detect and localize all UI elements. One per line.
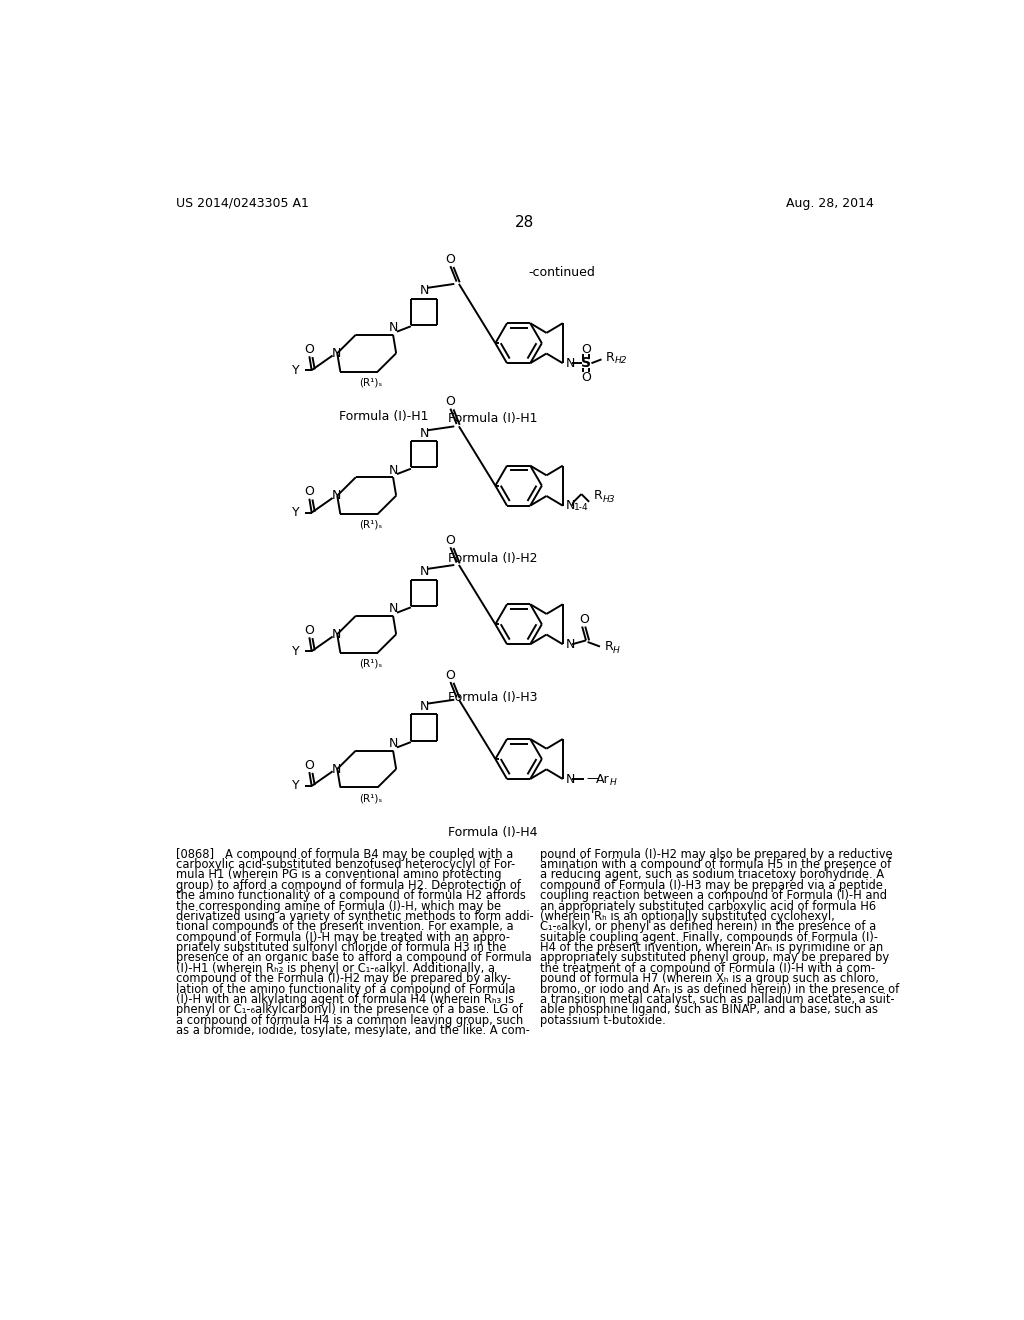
Text: [0868]   A compound of formula B4 may be coupled with a: [0868] A compound of formula B4 may be c… bbox=[176, 847, 513, 861]
Text: a reducing agent, such as sodium triacetoxy borohydride. A: a reducing agent, such as sodium triacet… bbox=[541, 869, 885, 882]
Text: as a bromide, iodide, tosylate, mesylate, and the like. A com-: as a bromide, iodide, tosylate, mesylate… bbox=[176, 1024, 530, 1038]
Text: Formula (I)-H4: Formula (I)-H4 bbox=[447, 825, 537, 838]
Text: O: O bbox=[581, 371, 591, 384]
Text: phenyl or C₁-₆alkylcarbonyl) in the presence of a base. LG of: phenyl or C₁-₆alkylcarbonyl) in the pres… bbox=[176, 1003, 523, 1016]
Text: O: O bbox=[445, 533, 456, 546]
Text: presence of an organic base to afford a compound of Formula: presence of an organic base to afford a … bbox=[176, 952, 531, 965]
Text: bromo, or iodo and Arₕ is as defined herein) in the presence of: bromo, or iodo and Arₕ is as defined her… bbox=[541, 982, 899, 995]
Text: 1-4: 1-4 bbox=[574, 503, 589, 512]
Text: —: — bbox=[587, 772, 599, 785]
Text: N: N bbox=[420, 565, 429, 578]
Text: an appropriately substituted carboxylic acid of formula H6: an appropriately substituted carboxylic … bbox=[541, 899, 877, 912]
Text: N: N bbox=[420, 426, 429, 440]
Text: Formula (I)-H1: Formula (I)-H1 bbox=[447, 412, 537, 425]
Text: N: N bbox=[566, 638, 575, 651]
Text: Formula (I)-H1: Formula (I)-H1 bbox=[339, 409, 428, 422]
Text: Formula (I)-H3: Formula (I)-H3 bbox=[447, 690, 537, 704]
Text: R: R bbox=[605, 351, 614, 363]
Text: amination with a compound of formula H5 in the presence of: amination with a compound of formula H5 … bbox=[541, 858, 892, 871]
Text: N: N bbox=[420, 700, 429, 713]
Text: Ar: Ar bbox=[596, 772, 609, 785]
Text: N: N bbox=[332, 347, 341, 360]
Text: -continued: -continued bbox=[528, 265, 595, 279]
Text: a transition metal catalyst, such as palladium acetate, a suit-: a transition metal catalyst, such as pal… bbox=[541, 993, 895, 1006]
Text: a compound of formula H4 is a common leaving group, such: a compound of formula H4 is a common lea… bbox=[176, 1014, 523, 1027]
Text: Aug. 28, 2014: Aug. 28, 2014 bbox=[785, 197, 873, 210]
Text: (I)-H1 (wherein Rₕ₂ is phenyl or C₁-₆alkyl. Additionally, a: (I)-H1 (wherein Rₕ₂ is phenyl or C₁-₆alk… bbox=[176, 962, 495, 975]
Text: O: O bbox=[445, 395, 456, 408]
Text: compound of Formula (I)-H3 may be prepared via a peptide: compound of Formula (I)-H3 may be prepar… bbox=[541, 879, 883, 892]
Text: Formula (I)-H2: Formula (I)-H2 bbox=[447, 552, 537, 565]
Text: R: R bbox=[594, 490, 602, 502]
Text: (R¹)ₛ: (R¹)ₛ bbox=[358, 659, 382, 668]
Text: Y: Y bbox=[293, 779, 300, 792]
Text: N: N bbox=[332, 490, 341, 502]
Text: the amino functionality of a compound of formula H2 affords: the amino functionality of a compound of… bbox=[176, 890, 526, 902]
Text: lation of the amino functionality of a compound of Formula: lation of the amino functionality of a c… bbox=[176, 982, 515, 995]
Text: Y: Y bbox=[293, 363, 300, 376]
Text: group) to afford a compound of formula H2. Deprotection of: group) to afford a compound of formula H… bbox=[176, 879, 521, 892]
Text: N: N bbox=[389, 602, 398, 615]
Text: tional compounds of the present invention. For example, a: tional compounds of the present inventio… bbox=[176, 920, 514, 933]
Text: compound of the Formula (I)-H2 may be prepared by alky-: compound of the Formula (I)-H2 may be pr… bbox=[176, 973, 511, 985]
Text: mula H1 (wherein PG is a conventional amino protecting: mula H1 (wherein PG is a conventional am… bbox=[176, 869, 502, 882]
Text: pound of formula H7 (wherein Xₕ is a group such as chloro,: pound of formula H7 (wherein Xₕ is a gro… bbox=[541, 973, 880, 985]
Text: N: N bbox=[566, 356, 575, 370]
Text: 28: 28 bbox=[515, 215, 535, 230]
Text: H2: H2 bbox=[614, 355, 627, 364]
Text: pound of Formula (I)-H2 may also be prepared by a reductive: pound of Formula (I)-H2 may also be prep… bbox=[541, 847, 893, 861]
Text: N: N bbox=[332, 763, 341, 776]
Text: N: N bbox=[389, 463, 398, 477]
Text: O: O bbox=[445, 668, 456, 681]
Text: N: N bbox=[332, 628, 341, 640]
Text: N: N bbox=[420, 284, 429, 297]
Text: compound of Formula (I)-H may be treated with an appro-: compound of Formula (I)-H may be treated… bbox=[176, 931, 510, 944]
Text: O: O bbox=[304, 624, 314, 638]
Text: potassium t-butoxide.: potassium t-butoxide. bbox=[541, 1014, 666, 1027]
Text: C₁-₆alkyl, or phenyl as defined herein) in the presence of a: C₁-₆alkyl, or phenyl as defined herein) … bbox=[541, 920, 877, 933]
Text: Y: Y bbox=[293, 506, 300, 519]
Text: able phosphine ligand, such as BINAP, and a base, such as: able phosphine ligand, such as BINAP, an… bbox=[541, 1003, 879, 1016]
Text: O: O bbox=[304, 759, 314, 772]
Text: carboxylic acid-substituted benzofused heterocyclyl of For-: carboxylic acid-substituted benzofused h… bbox=[176, 858, 515, 871]
Text: (I)-H with an alkylating agent of formula H4 (wherein Rₕ₃ is: (I)-H with an alkylating agent of formul… bbox=[176, 993, 514, 1006]
Text: S: S bbox=[581, 356, 591, 370]
Text: O: O bbox=[304, 343, 314, 356]
Text: Y: Y bbox=[293, 644, 300, 657]
Text: (R¹)ₛ: (R¹)ₛ bbox=[358, 520, 382, 529]
Text: (wherein Rₕ is an optionally substituted cyclohexyl,: (wherein Rₕ is an optionally substituted… bbox=[541, 909, 835, 923]
Text: R: R bbox=[604, 640, 613, 653]
Text: the corresponding amine of Formula (I)-H, which may be: the corresponding amine of Formula (I)-H… bbox=[176, 899, 501, 912]
Text: N: N bbox=[389, 321, 398, 334]
Text: N: N bbox=[566, 499, 575, 512]
Text: H: H bbox=[609, 779, 616, 787]
Text: O: O bbox=[304, 486, 314, 499]
Text: O: O bbox=[445, 252, 456, 265]
Text: appropriately substituted phenyl group, may be prepared by: appropriately substituted phenyl group, … bbox=[541, 952, 890, 965]
Text: H4 of the present invention, wherein Arₕ is pyrimidine or an: H4 of the present invention, wherein Arₕ… bbox=[541, 941, 884, 954]
Text: N: N bbox=[389, 737, 398, 750]
Text: suitable coupling agent. Finally, compounds of Formula (I)-: suitable coupling agent. Finally, compou… bbox=[541, 931, 879, 944]
Text: coupling reaction between a compound of Formula (I)-H and: coupling reaction between a compound of … bbox=[541, 890, 888, 902]
Text: (R¹)ₛ: (R¹)ₛ bbox=[358, 793, 382, 804]
Text: (R¹)ₛ: (R¹)ₛ bbox=[358, 378, 382, 388]
Text: O: O bbox=[581, 343, 591, 356]
Text: N: N bbox=[566, 772, 575, 785]
Text: the treatment of a compound of Formula (I)-H with a com-: the treatment of a compound of Formula (… bbox=[541, 962, 876, 975]
Text: priately substituted sulfonyl chloride of formula H3 in the: priately substituted sulfonyl chloride o… bbox=[176, 941, 507, 954]
Text: H3: H3 bbox=[602, 495, 614, 504]
Text: O: O bbox=[579, 612, 589, 626]
Text: derivatized using a variety of synthetic methods to form addi-: derivatized using a variety of synthetic… bbox=[176, 909, 534, 923]
Text: US 2014/0243305 A1: US 2014/0243305 A1 bbox=[176, 197, 309, 210]
Text: H: H bbox=[613, 645, 620, 655]
